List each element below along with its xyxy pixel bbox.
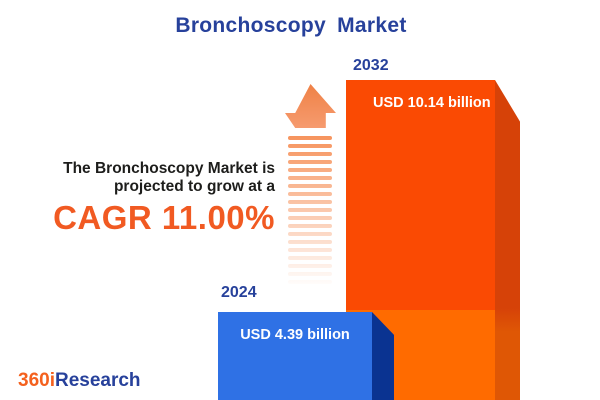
bar-2032-side-face bbox=[495, 80, 520, 400]
growth-arrow-shaft bbox=[288, 136, 332, 288]
growth-arrow-icon bbox=[285, 84, 336, 128]
annotation-line-1: The Bronchoscopy Market is bbox=[63, 160, 275, 177]
brand-logo: 360iResearch bbox=[18, 370, 141, 392]
bar-2032-value-label: USD 10.14 billion bbox=[373, 95, 491, 111]
bar-2024-value-label: USD 4.39 billion bbox=[240, 327, 350, 343]
annotation-block: The Bronchoscopy Market is projected to … bbox=[53, 160, 275, 237]
bar-2032-year-label: 2032 bbox=[353, 57, 389, 74]
bar-2024-year-label: 2024 bbox=[221, 284, 257, 301]
cagr-value: CAGR 11.00% bbox=[53, 199, 275, 236]
page-title: Bronchoscopy Market bbox=[175, 14, 407, 37]
annotation-line-2: projected to grow at a bbox=[113, 178, 275, 195]
brand-logo-part2: Research bbox=[54, 370, 141, 391]
growth-arrow-fade bbox=[288, 136, 332, 288]
bar-2024-side-face bbox=[372, 312, 394, 400]
bar-2024 bbox=[218, 312, 372, 400]
brand-logo-part1: 360i bbox=[18, 370, 55, 391]
